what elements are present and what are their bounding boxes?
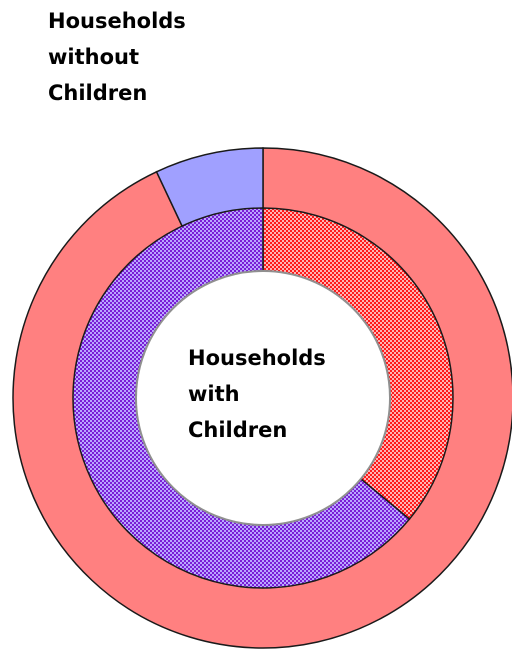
outer-ring-label-line-2: without <box>48 45 140 69</box>
outer-ring-label-line-3: Children <box>48 81 148 105</box>
inner-ring-label-line-1: Households <box>188 346 326 370</box>
donut-hole <box>135 270 391 526</box>
outer-ring-label-line-1: Households <box>48 9 186 33</box>
slices-layer <box>12 147 512 649</box>
inner-ring-label-line-2: with <box>188 382 240 406</box>
outer-ring-label: Households without Children <box>48 3 186 111</box>
inner-ring-label-line-3: Children <box>188 418 288 442</box>
inner-ring-label: Households with Children <box>188 340 326 448</box>
